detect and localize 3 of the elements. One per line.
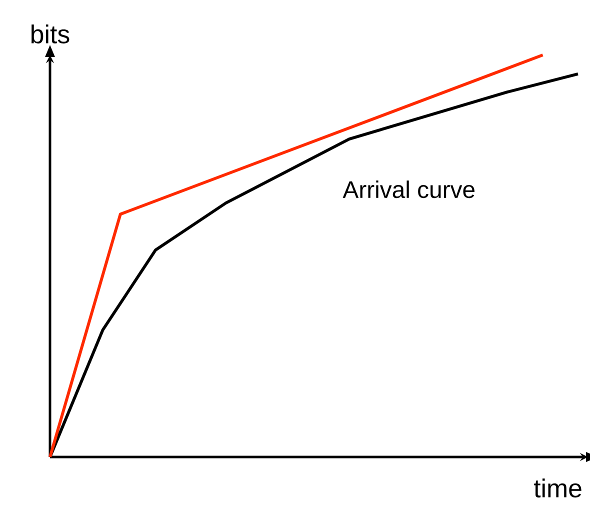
y-axis-title: bits [32, 24, 70, 44]
x-axis-title: time [534, 478, 582, 498]
series-label: Arrival curve [342, 180, 474, 198]
